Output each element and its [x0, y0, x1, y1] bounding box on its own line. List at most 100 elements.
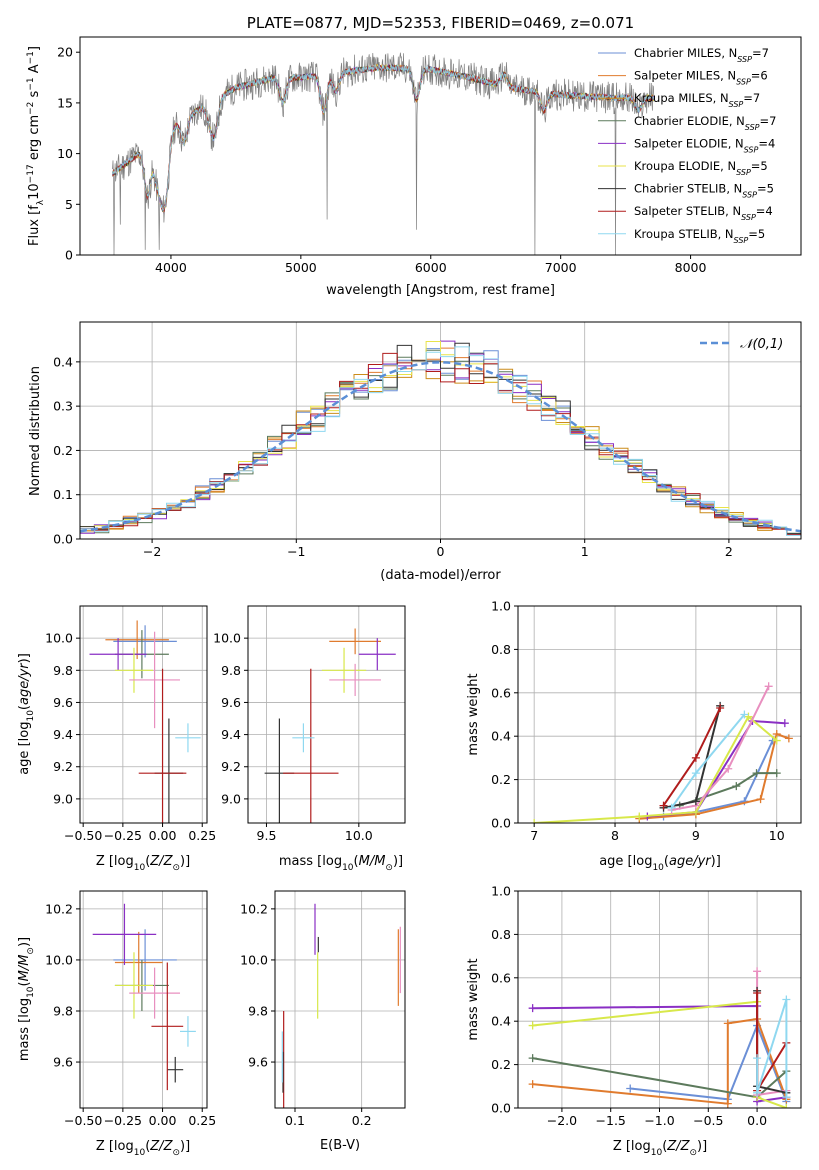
data-point	[129, 967, 181, 1019]
x-tick-label: 10.0	[345, 828, 373, 843]
series-marker	[691, 753, 700, 762]
y-tick-label: 0.4	[491, 1014, 511, 1029]
normal-reference-curve	[80, 361, 801, 533]
y-tick-label: 9.6	[53, 695, 73, 710]
data-point	[114, 647, 154, 693]
x-tick-label: 0.25	[188, 1113, 216, 1128]
x-tick-label: 0.2	[352, 1113, 372, 1128]
series-marker	[753, 967, 762, 976]
x-tick-label: 0.1	[285, 1113, 305, 1128]
plot-area	[80, 340, 801, 536]
series-line	[630, 1022, 788, 1102]
series-marker	[732, 782, 741, 791]
data-point	[283, 668, 339, 823]
series-marker	[782, 995, 791, 1004]
data-point	[114, 952, 154, 1019]
series-line	[679, 772, 777, 807]
mass-weight-series	[667, 682, 773, 814]
series-marker	[782, 1104, 791, 1108]
y-tick-label: 9.0	[53, 791, 73, 806]
x-tick-label: −1.5	[596, 1113, 626, 1128]
panel-mass-vs-Z: −0.50 −0.25 0.00 0.25 9.6 9.8 10.0 10.2 Z [log10…	[17, 890, 216, 1158]
x-tick-label: −0.5	[693, 1113, 723, 1128]
y-tick-label: 10.0	[45, 631, 73, 646]
x-tick-label: 0	[437, 544, 445, 559]
panel-spectrum: 4000 5000 6000 7000 8000 0 5 10 15 20 PLATE=0877, …	[26, 14, 802, 298]
x-tick-label: −2.0	[547, 1113, 577, 1128]
series-marker	[753, 988, 762, 997]
axes-frame	[247, 605, 406, 824]
y-axis-label: mass [log10(M/M⊙)]	[17, 937, 36, 1061]
y-tick-label: 9.4	[221, 727, 241, 742]
y-tick-label: 9.8	[221, 663, 241, 678]
data-point	[167, 1056, 184, 1083]
y-tick-label: 1.0	[491, 599, 511, 614]
series-marker	[716, 703, 725, 712]
mass-weight-series	[753, 995, 791, 1102]
x-tick-label: −2	[143, 544, 161, 559]
y-tick-label: 0.3	[53, 399, 73, 414]
y-tick-label: 0.0	[491, 816, 511, 831]
x-axis-label: Z [log10(Z/Z⊙)]	[96, 1139, 190, 1158]
legend-entry: Kroupa ELODIE, NSSP=5	[634, 159, 768, 177]
y-axis-label: mass weight	[466, 958, 481, 1040]
y-axis-label: Flux [fλ10−17 erg cm−2 s−1 A−1]	[26, 46, 46, 246]
y-axis-label: Normed distribution	[28, 366, 43, 496]
series-marker	[530, 819, 539, 823]
y-axis-label: mass weight	[466, 673, 481, 755]
model-spectrum	[112, 64, 655, 213]
residual-histogram	[80, 352, 801, 536]
mass-weight-series	[753, 967, 791, 1099]
series-marker	[659, 801, 668, 810]
series-marker	[780, 719, 789, 728]
series-line	[534, 715, 778, 823]
y-tick-label: 9.2	[53, 759, 73, 774]
series-line	[756, 999, 788, 1098]
y-tick-label: 10	[57, 146, 73, 161]
x-tick-label: −0.50	[64, 1113, 102, 1128]
data-point	[114, 931, 163, 994]
series-marker	[723, 1019, 732, 1028]
residual-histogram	[80, 341, 801, 536]
residual-histogram	[80, 346, 801, 536]
x-tick-label: 2	[725, 544, 733, 559]
legend-entry: Salpeter STELIB, NSSP=4	[634, 204, 773, 222]
series-marker	[528, 1054, 537, 1063]
plot-area	[89, 620, 201, 823]
y-tick-label: 0.2	[491, 1057, 511, 1072]
plot-area	[264, 628, 396, 823]
x-axis-label: mass [log10(M/M⊙)]	[279, 854, 403, 873]
legend-entry: Salpeter MILES, NSSP=6	[634, 69, 768, 87]
y-tick-label: 10.2	[240, 901, 268, 916]
legend-entry: Chabrier STELIB, NSSP=5	[634, 182, 774, 200]
y-tick-label: 0.0	[491, 1101, 511, 1116]
data-point	[329, 628, 381, 655]
data-point	[321, 647, 367, 693]
data-point	[292, 723, 315, 753]
y-tick-label: 0.0	[53, 532, 73, 547]
y-tick-label: 0.8	[491, 927, 511, 942]
x-axis-label: Z [log10(Z/Z⊙)]	[613, 1139, 707, 1158]
legend-entry: Kroupa STELIB, NSSP=5	[634, 227, 765, 245]
y-tick-label: 0.4	[491, 729, 511, 744]
y-tick-label: 5	[65, 197, 73, 212]
series-marker	[756, 795, 765, 804]
x-tick-label: 0.0	[747, 1113, 767, 1128]
y-tick-label: 10.0	[213, 631, 241, 646]
data-point	[113, 625, 177, 658]
series-marker	[753, 1088, 762, 1097]
data-point	[129, 631, 181, 729]
legend-entry: Chabrier MILES, NSSP=7	[634, 46, 769, 64]
x-tick-label: −0.25	[104, 1113, 142, 1128]
y-tick-label: 0.8	[491, 642, 511, 657]
legend-entry: Chabrier ELODIE, NSSP=7	[634, 114, 776, 132]
x-axis-label: (data-model)/error	[380, 568, 501, 583]
y-tick-label: 9.8	[248, 1003, 268, 1018]
x-tick-label: −1.0	[644, 1113, 674, 1128]
x-axis-label: age [log10(age/yr)]	[599, 854, 721, 873]
y-tick-label: 0.6	[491, 685, 511, 700]
y-tick-label: 9.2	[221, 759, 241, 774]
y-axis-label: age [log10(age/yr)]	[17, 653, 36, 775]
data-point	[151, 962, 184, 1091]
